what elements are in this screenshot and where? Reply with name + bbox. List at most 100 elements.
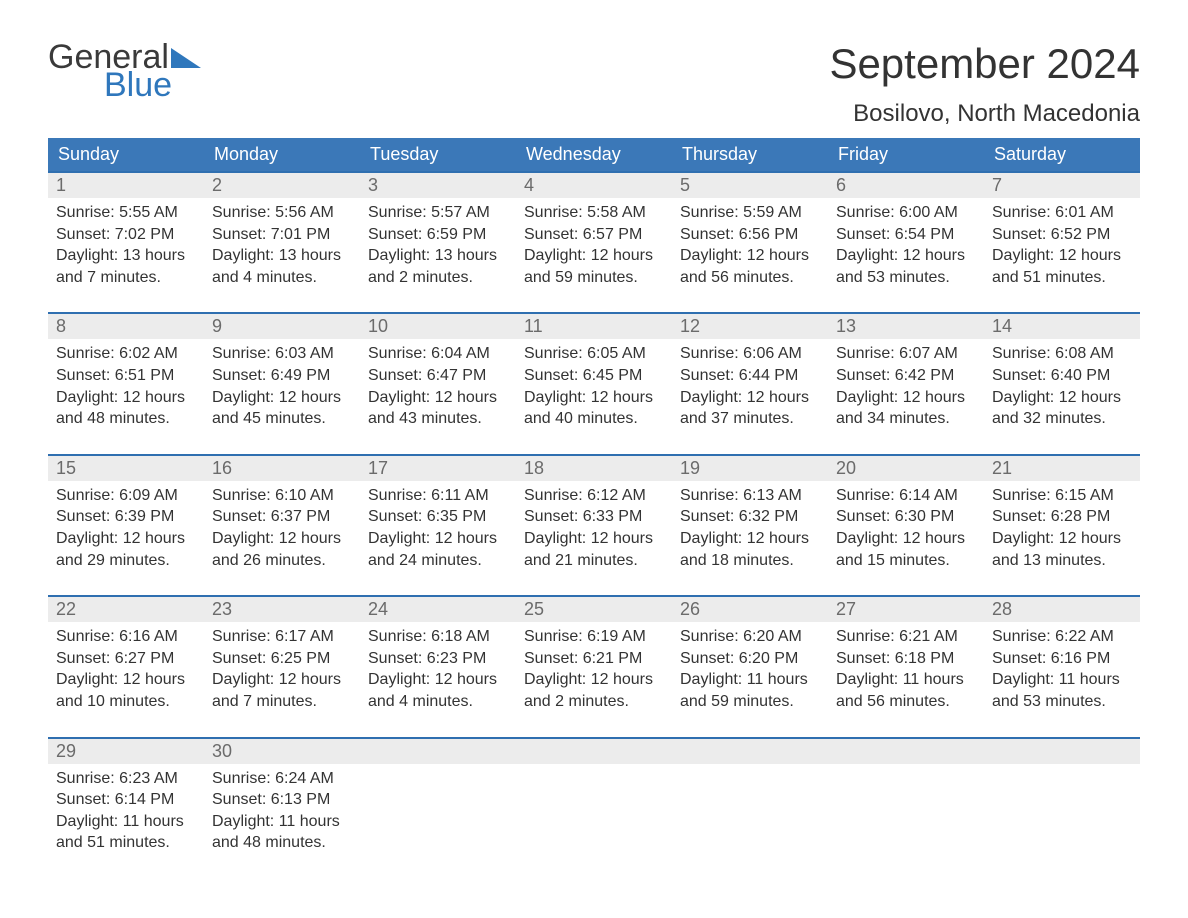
day-body: Sunrise: 6:04 AMSunset: 6:47 PMDaylight:… — [360, 339, 516, 453]
sunrise-text: Sunrise: 6:04 AM — [368, 343, 508, 365]
day-cell: 15Sunrise: 6:09 AMSunset: 6:39 PMDayligh… — [48, 455, 204, 596]
sunset-text: Sunset: 6:28 PM — [992, 506, 1132, 528]
sunrise-text: Sunrise: 5:56 AM — [212, 202, 352, 224]
day-cell: 2Sunrise: 5:56 AMSunset: 7:01 PMDaylight… — [204, 172, 360, 313]
day-number — [516, 739, 672, 764]
day-number: 26 — [672, 597, 828, 622]
day-number: 16 — [204, 456, 360, 481]
sunrise-text: Sunrise: 6:07 AM — [836, 343, 976, 365]
day-number: 5 — [672, 173, 828, 198]
day-body — [984, 764, 1140, 854]
day-cell: 18Sunrise: 6:12 AMSunset: 6:33 PMDayligh… — [516, 455, 672, 596]
day-number: 2 — [204, 173, 360, 198]
sunset-text: Sunset: 6:25 PM — [212, 648, 352, 670]
day-number: 14 — [984, 314, 1140, 339]
daylight-text: Daylight: 12 hours and 26 minutes. — [212, 528, 352, 571]
sunset-text: Sunset: 6:16 PM — [992, 648, 1132, 670]
day-cell: 9Sunrise: 6:03 AMSunset: 6:49 PMDaylight… — [204, 313, 360, 454]
daylight-text: Daylight: 12 hours and 37 minutes. — [680, 387, 820, 430]
day-body: Sunrise: 6:07 AMSunset: 6:42 PMDaylight:… — [828, 339, 984, 453]
daylight-text: Daylight: 12 hours and 13 minutes. — [992, 528, 1132, 571]
day-body: Sunrise: 6:11 AMSunset: 6:35 PMDaylight:… — [360, 481, 516, 595]
sunset-text: Sunset: 6:21 PM — [524, 648, 664, 670]
day-cell: 8Sunrise: 6:02 AMSunset: 6:51 PMDaylight… — [48, 313, 204, 454]
weekday-header: Tuesday — [360, 138, 516, 172]
daylight-text: Daylight: 12 hours and 45 minutes. — [212, 387, 352, 430]
day-body: Sunrise: 6:03 AMSunset: 6:49 PMDaylight:… — [204, 339, 360, 453]
daylight-text: Daylight: 11 hours and 53 minutes. — [992, 669, 1132, 712]
sunrise-text: Sunrise: 6:19 AM — [524, 626, 664, 648]
day-body: Sunrise: 6:15 AMSunset: 6:28 PMDaylight:… — [984, 481, 1140, 595]
day-body: Sunrise: 6:22 AMSunset: 6:16 PMDaylight:… — [984, 622, 1140, 736]
day-body: Sunrise: 6:01 AMSunset: 6:52 PMDaylight:… — [984, 198, 1140, 312]
sunrise-text: Sunrise: 6:15 AM — [992, 485, 1132, 507]
weekday-header: Monday — [204, 138, 360, 172]
day-body: Sunrise: 5:57 AMSunset: 6:59 PMDaylight:… — [360, 198, 516, 312]
daylight-text: Daylight: 12 hours and 29 minutes. — [56, 528, 196, 571]
sunset-text: Sunset: 6:59 PM — [368, 224, 508, 246]
sunrise-text: Sunrise: 6:23 AM — [56, 768, 196, 790]
sunrise-text: Sunrise: 5:55 AM — [56, 202, 196, 224]
header: General Blue September 2024 Bosilovo, No… — [48, 40, 1140, 128]
day-number: 8 — [48, 314, 204, 339]
day-number: 9 — [204, 314, 360, 339]
day-body: Sunrise: 6:18 AMSunset: 6:23 PMDaylight:… — [360, 622, 516, 736]
day-cell — [516, 738, 672, 878]
day-body — [672, 764, 828, 854]
day-cell: 22Sunrise: 6:16 AMSunset: 6:27 PMDayligh… — [48, 596, 204, 737]
daylight-text: Daylight: 12 hours and 18 minutes. — [680, 528, 820, 571]
day-number — [828, 739, 984, 764]
daylight-text: Daylight: 12 hours and 32 minutes. — [992, 387, 1132, 430]
day-cell — [984, 738, 1140, 878]
day-number: 6 — [828, 173, 984, 198]
sunrise-text: Sunrise: 6:24 AM — [212, 768, 352, 790]
day-number: 27 — [828, 597, 984, 622]
sunset-text: Sunset: 6:52 PM — [992, 224, 1132, 246]
day-number: 20 — [828, 456, 984, 481]
day-cell: 19Sunrise: 6:13 AMSunset: 6:32 PMDayligh… — [672, 455, 828, 596]
day-body: Sunrise: 6:16 AMSunset: 6:27 PMDaylight:… — [48, 622, 204, 736]
day-number: 22 — [48, 597, 204, 622]
day-number — [672, 739, 828, 764]
sunset-text: Sunset: 6:44 PM — [680, 365, 820, 387]
daylight-text: Daylight: 11 hours and 51 minutes. — [56, 811, 196, 854]
day-number: 19 — [672, 456, 828, 481]
day-cell: 10Sunrise: 6:04 AMSunset: 6:47 PMDayligh… — [360, 313, 516, 454]
day-cell: 20Sunrise: 6:14 AMSunset: 6:30 PMDayligh… — [828, 455, 984, 596]
day-cell: 29Sunrise: 6:23 AMSunset: 6:14 PMDayligh… — [48, 738, 204, 878]
day-number: 13 — [828, 314, 984, 339]
daylight-text: Daylight: 13 hours and 7 minutes. — [56, 245, 196, 288]
sunrise-text: Sunrise: 6:17 AM — [212, 626, 352, 648]
day-body: Sunrise: 6:17 AMSunset: 6:25 PMDaylight:… — [204, 622, 360, 736]
day-cell — [672, 738, 828, 878]
day-body: Sunrise: 5:55 AMSunset: 7:02 PMDaylight:… — [48, 198, 204, 312]
day-body: Sunrise: 6:19 AMSunset: 6:21 PMDaylight:… — [516, 622, 672, 736]
daylight-text: Daylight: 12 hours and 56 minutes. — [680, 245, 820, 288]
sunrise-text: Sunrise: 5:57 AM — [368, 202, 508, 224]
logo-text-blue: Blue — [104, 68, 201, 102]
day-cell: 3Sunrise: 5:57 AMSunset: 6:59 PMDaylight… — [360, 172, 516, 313]
daylight-text: Daylight: 12 hours and 7 minutes. — [212, 669, 352, 712]
daylight-text: Daylight: 12 hours and 51 minutes. — [992, 245, 1132, 288]
sunrise-text: Sunrise: 6:13 AM — [680, 485, 820, 507]
sunset-text: Sunset: 6:30 PM — [836, 506, 976, 528]
day-number: 24 — [360, 597, 516, 622]
sunrise-text: Sunrise: 6:11 AM — [368, 485, 508, 507]
daylight-text: Daylight: 12 hours and 4 minutes. — [368, 669, 508, 712]
day-body — [360, 764, 516, 854]
week-daynum-row: 8Sunrise: 6:02 AMSunset: 6:51 PMDaylight… — [48, 313, 1140, 454]
weekday-header-row: Sunday Monday Tuesday Wednesday Thursday… — [48, 138, 1140, 172]
day-cell: 1Sunrise: 5:55 AMSunset: 7:02 PMDaylight… — [48, 172, 204, 313]
sunset-text: Sunset: 6:45 PM — [524, 365, 664, 387]
day-number: 3 — [360, 173, 516, 198]
sunrise-text: Sunrise: 6:16 AM — [56, 626, 196, 648]
weekday-header: Thursday — [672, 138, 828, 172]
day-cell: 17Sunrise: 6:11 AMSunset: 6:35 PMDayligh… — [360, 455, 516, 596]
day-body — [516, 764, 672, 854]
day-number: 10 — [360, 314, 516, 339]
day-body: Sunrise: 6:23 AMSunset: 6:14 PMDaylight:… — [48, 764, 204, 878]
daylight-text: Daylight: 13 hours and 2 minutes. — [368, 245, 508, 288]
day-body: Sunrise: 6:08 AMSunset: 6:40 PMDaylight:… — [984, 339, 1140, 453]
daylight-text: Daylight: 11 hours and 48 minutes. — [212, 811, 352, 854]
sunset-text: Sunset: 6:37 PM — [212, 506, 352, 528]
